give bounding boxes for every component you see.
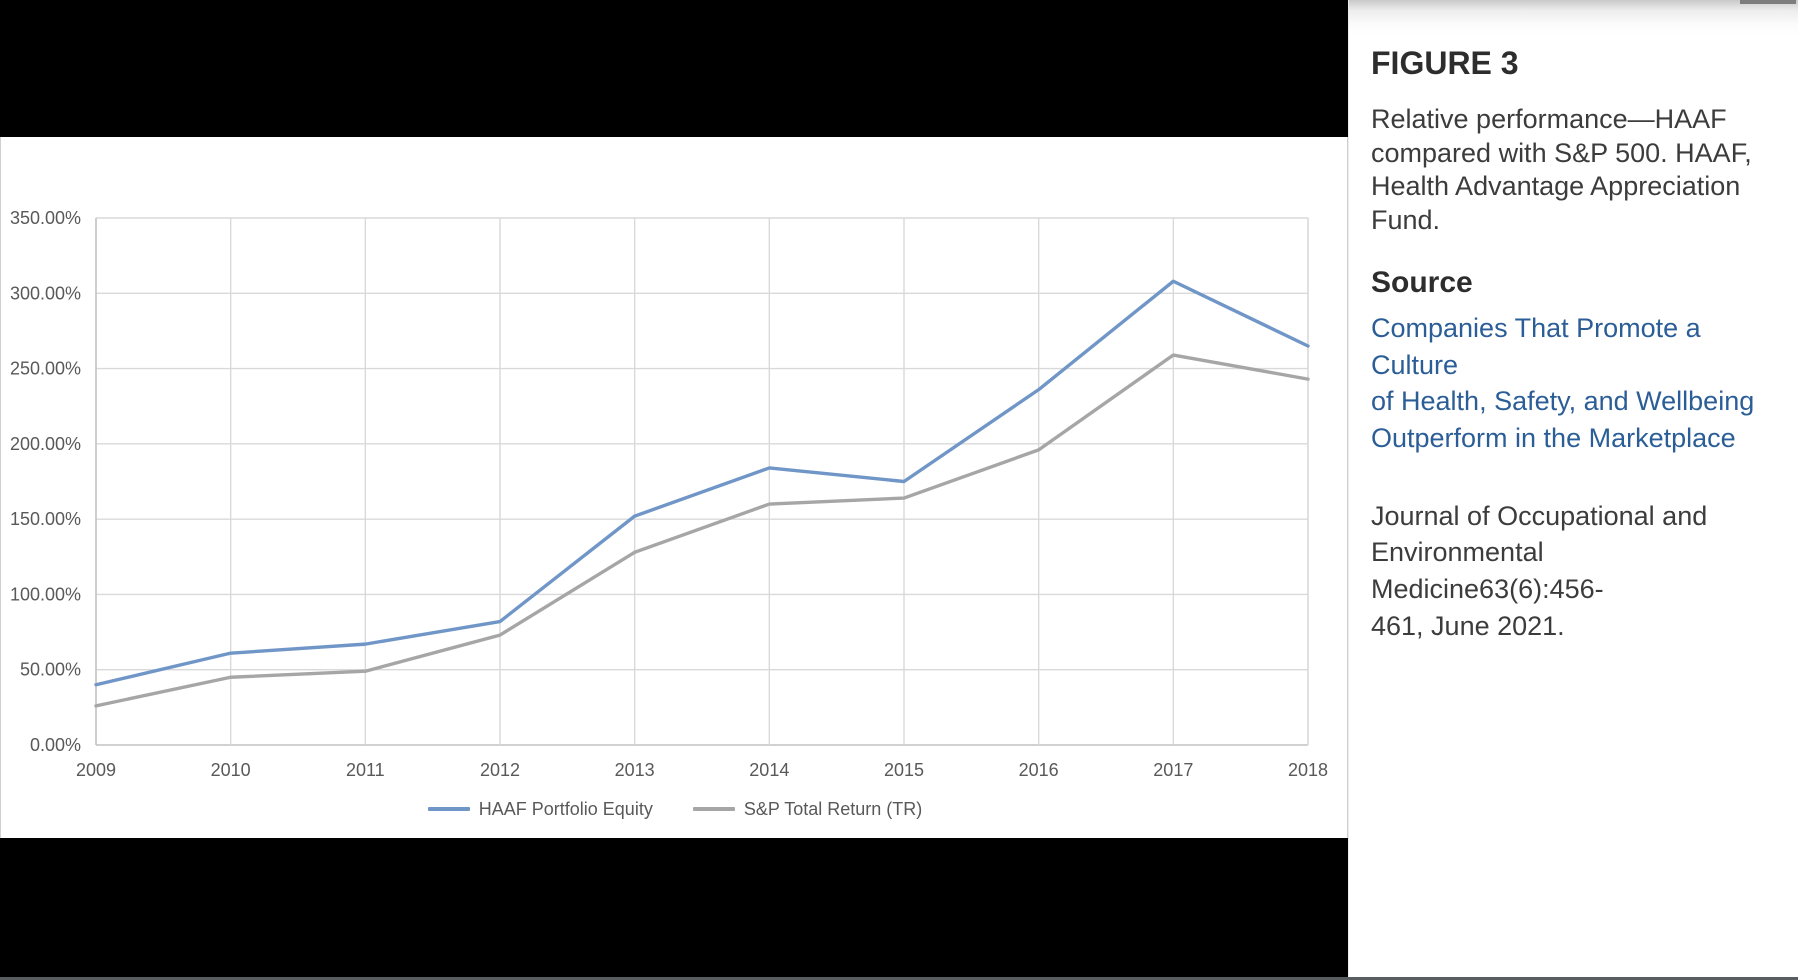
- x-axis-tick-label: 2011: [346, 760, 385, 780]
- line-chart: 0.00% 50.00% 100.00% 150.00% 200.00% 250.00% 3…: [10, 208, 1328, 780]
- x-axis-tick-label: 2012: [480, 760, 520, 780]
- x-axis-tick-label: 2014: [749, 760, 789, 780]
- figure-image[interactable]: 0.00% 50.00% 100.00% 150.00% 200.00% 250.00% 3…: [0, 137, 1348, 838]
- source-heading: Source: [1371, 265, 1473, 299]
- chart-legend: HAAF Portfolio Equity S&P Total Return (T…: [1, 797, 1349, 821]
- legend-label: HAAF Portfolio Equity: [478, 798, 653, 819]
- legend-line-swatch: [427, 807, 470, 811]
- figure-caption: Relative performance—HAAF compared with …: [1371, 103, 1752, 236]
- figure-title: FIGURE 3: [1371, 45, 1519, 81]
- panel-top-shadow: [1349, 0, 1798, 36]
- y-axis-tick-label: 300.00%: [10, 283, 81, 303]
- x-axis-tick-label: 2017: [1153, 760, 1193, 780]
- x-axis-tick-label: 2010: [211, 760, 251, 780]
- legend-line-swatch: [692, 807, 735, 811]
- y-axis-tick-label: 50.00%: [20, 660, 81, 680]
- x-axis-tick-label: 2009: [76, 760, 116, 780]
- x-axis-tick-label: 2016: [1019, 760, 1059, 780]
- top-letterbox: [0, 0, 1348, 137]
- series-line-s-p-total-return-tr-: [94, 353, 1310, 708]
- x-axis-tick-label: 2015: [884, 760, 924, 780]
- x-axis-tick-label: 2013: [615, 760, 655, 780]
- scrollbar-remnant[interactable]: [1740, 0, 1796, 4]
- source-article-link[interactable]: Companies That Promote a Culture of Heal…: [1371, 312, 1755, 453]
- y-axis-tick-label: 150.00%: [10, 509, 81, 529]
- figure-caption-panel: FIGURE 3 Relative performance—HAAF compa…: [1348, 0, 1798, 977]
- series-line-haaf-portfolio-equity: [94, 279, 1310, 687]
- legend-label: S&P Total Return (TR): [743, 798, 923, 819]
- y-axis-tick-label: 0.00%: [30, 735, 81, 755]
- y-axis-tick-label: 200.00%: [10, 434, 81, 454]
- window-bottom-edge: [0, 977, 1798, 980]
- y-axis-tick-label: 350.00%: [10, 208, 81, 228]
- legend-item: HAAF Portfolio Equity: [427, 798, 653, 820]
- bottom-letterbox: [0, 838, 1348, 977]
- x-axis-tick-label: 2018: [1288, 760, 1328, 780]
- y-axis-tick-label: 100.00%: [10, 584, 81, 604]
- y-axis-tick-label: 250.00%: [10, 359, 81, 379]
- legend-item: S&P Total Return (TR): [692, 798, 923, 820]
- figure-viewer-canvas: 0.00% 50.00% 100.00% 150.00% 200.00% 250.00% 3…: [0, 0, 1348, 977]
- journal-citation: Journal of Occupational and Environmenta…: [1371, 500, 1708, 641]
